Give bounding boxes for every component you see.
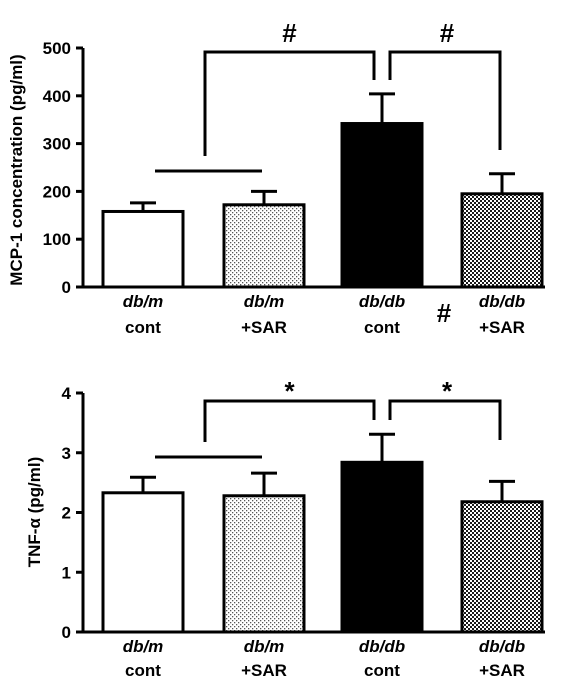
significance-symbol: * bbox=[284, 376, 295, 406]
category-label: db/db bbox=[479, 292, 525, 311]
category-label: db/db bbox=[359, 637, 405, 656]
category-label: db/m bbox=[244, 292, 285, 311]
significance-symbol: * bbox=[442, 376, 453, 406]
bar-2 bbox=[340, 460, 424, 634]
y-tick-label: 100 bbox=[43, 230, 71, 249]
significance-bracket bbox=[203, 399, 376, 442]
category-label: cont bbox=[125, 661, 161, 680]
y-tick-label: 4 bbox=[62, 384, 72, 403]
y-tick-label: 400 bbox=[43, 87, 71, 106]
category-label: cont bbox=[364, 318, 400, 337]
bar-1 bbox=[222, 494, 306, 634]
category-label: +SAR bbox=[479, 661, 525, 680]
category-label: +SAR bbox=[479, 318, 525, 337]
category-label: cont bbox=[125, 318, 161, 337]
bar-3 bbox=[460, 500, 544, 634]
y-tick-label: 500 bbox=[43, 39, 71, 58]
y-tick-label: 300 bbox=[43, 135, 71, 154]
y-tick-label: 1 bbox=[62, 563, 71, 582]
bar-3 bbox=[460, 192, 544, 289]
significance-symbol: # bbox=[440, 18, 455, 48]
y-axis-label: MCP-1 concentration (pg/ml) bbox=[7, 54, 26, 285]
y-tick-label: 0 bbox=[62, 623, 71, 642]
significance-bracket bbox=[388, 50, 502, 150]
y-axis-label: TNF-α (pg/ml) bbox=[25, 457, 44, 568]
category-label: db/m bbox=[123, 292, 164, 311]
significance-bracket bbox=[203, 50, 376, 156]
category-label: db/db bbox=[359, 292, 405, 311]
y-tick-label: 3 bbox=[62, 444, 71, 463]
category-label: db/m bbox=[123, 637, 164, 656]
tnf-alpha-chart: 0 1 2 3 4 TNF-α (pg/ml) db/m cont db/m +SAR db/db c… bbox=[25, 376, 545, 680]
bar-1 bbox=[222, 203, 306, 289]
category-label: cont bbox=[364, 661, 400, 680]
bar-0 bbox=[101, 209, 185, 289]
y-tick-label: 0 bbox=[62, 278, 71, 297]
significance-bracket bbox=[388, 399, 502, 440]
mcp1-chart: 0 100 200 300 400 500 MCP-1 concentration (pg/… bbox=[7, 18, 545, 337]
y-tick-label: 200 bbox=[43, 182, 71, 201]
y-tick-label: 2 bbox=[62, 504, 71, 523]
extra-significance-mark: # bbox=[437, 298, 452, 328]
bar-2 bbox=[340, 122, 424, 289]
bar-0 bbox=[101, 491, 185, 634]
category-label: db/db bbox=[479, 637, 525, 656]
category-label: db/m bbox=[244, 637, 285, 656]
significance-symbol: # bbox=[282, 18, 297, 48]
category-label: +SAR bbox=[241, 318, 287, 337]
category-label: +SAR bbox=[241, 661, 287, 680]
